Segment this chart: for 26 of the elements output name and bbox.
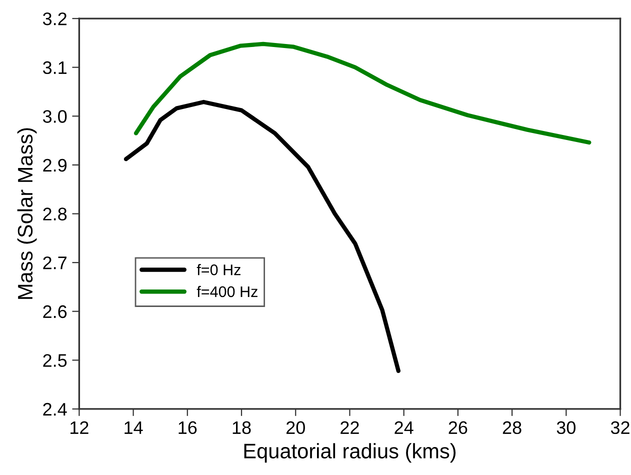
x-tick-label: 32 — [610, 421, 630, 434]
legend-label: f=0 Hz — [196, 264, 240, 276]
line-series — [124, 100, 401, 373]
x-tick-label: 20 — [286, 421, 305, 434]
x-tick-label: 28 — [502, 421, 522, 434]
y-tick-label: 3.2 — [42, 12, 66, 26]
legend-label: f=400 Hz — [196, 286, 258, 298]
x-tick-label: 16 — [178, 421, 197, 434]
x-tick-label: 14 — [124, 421, 143, 434]
y-tick-label: 2.7 — [43, 256, 66, 270]
y-tick-label: 2.8 — [43, 208, 67, 220]
y-tick-label: 2.5 — [43, 354, 67, 367]
y-tick-label: 2.4 — [43, 402, 67, 416]
x-tick-label: 12 — [70, 421, 88, 434]
y-tick-label: 3.0 — [42, 110, 67, 123]
y-tick-label: 2.6 — [43, 305, 67, 318]
y-axis-title: Mass (Solar Mass) — [17, 128, 37, 299]
x-tick-label: 22 — [340, 421, 359, 434]
x-tick-label: 26 — [448, 421, 468, 434]
line-series — [134, 42, 592, 145]
y-tick-label: 3.1 — [42, 61, 67, 74]
x-tick-label: 18 — [232, 421, 251, 434]
y-tick-label: 2.9 — [43, 158, 67, 172]
x-tick-label: 30 — [556, 421, 576, 434]
x-tick-label: 24 — [394, 421, 414, 434]
x-axis-title: Equatorial radius (kms) — [244, 443, 456, 463]
